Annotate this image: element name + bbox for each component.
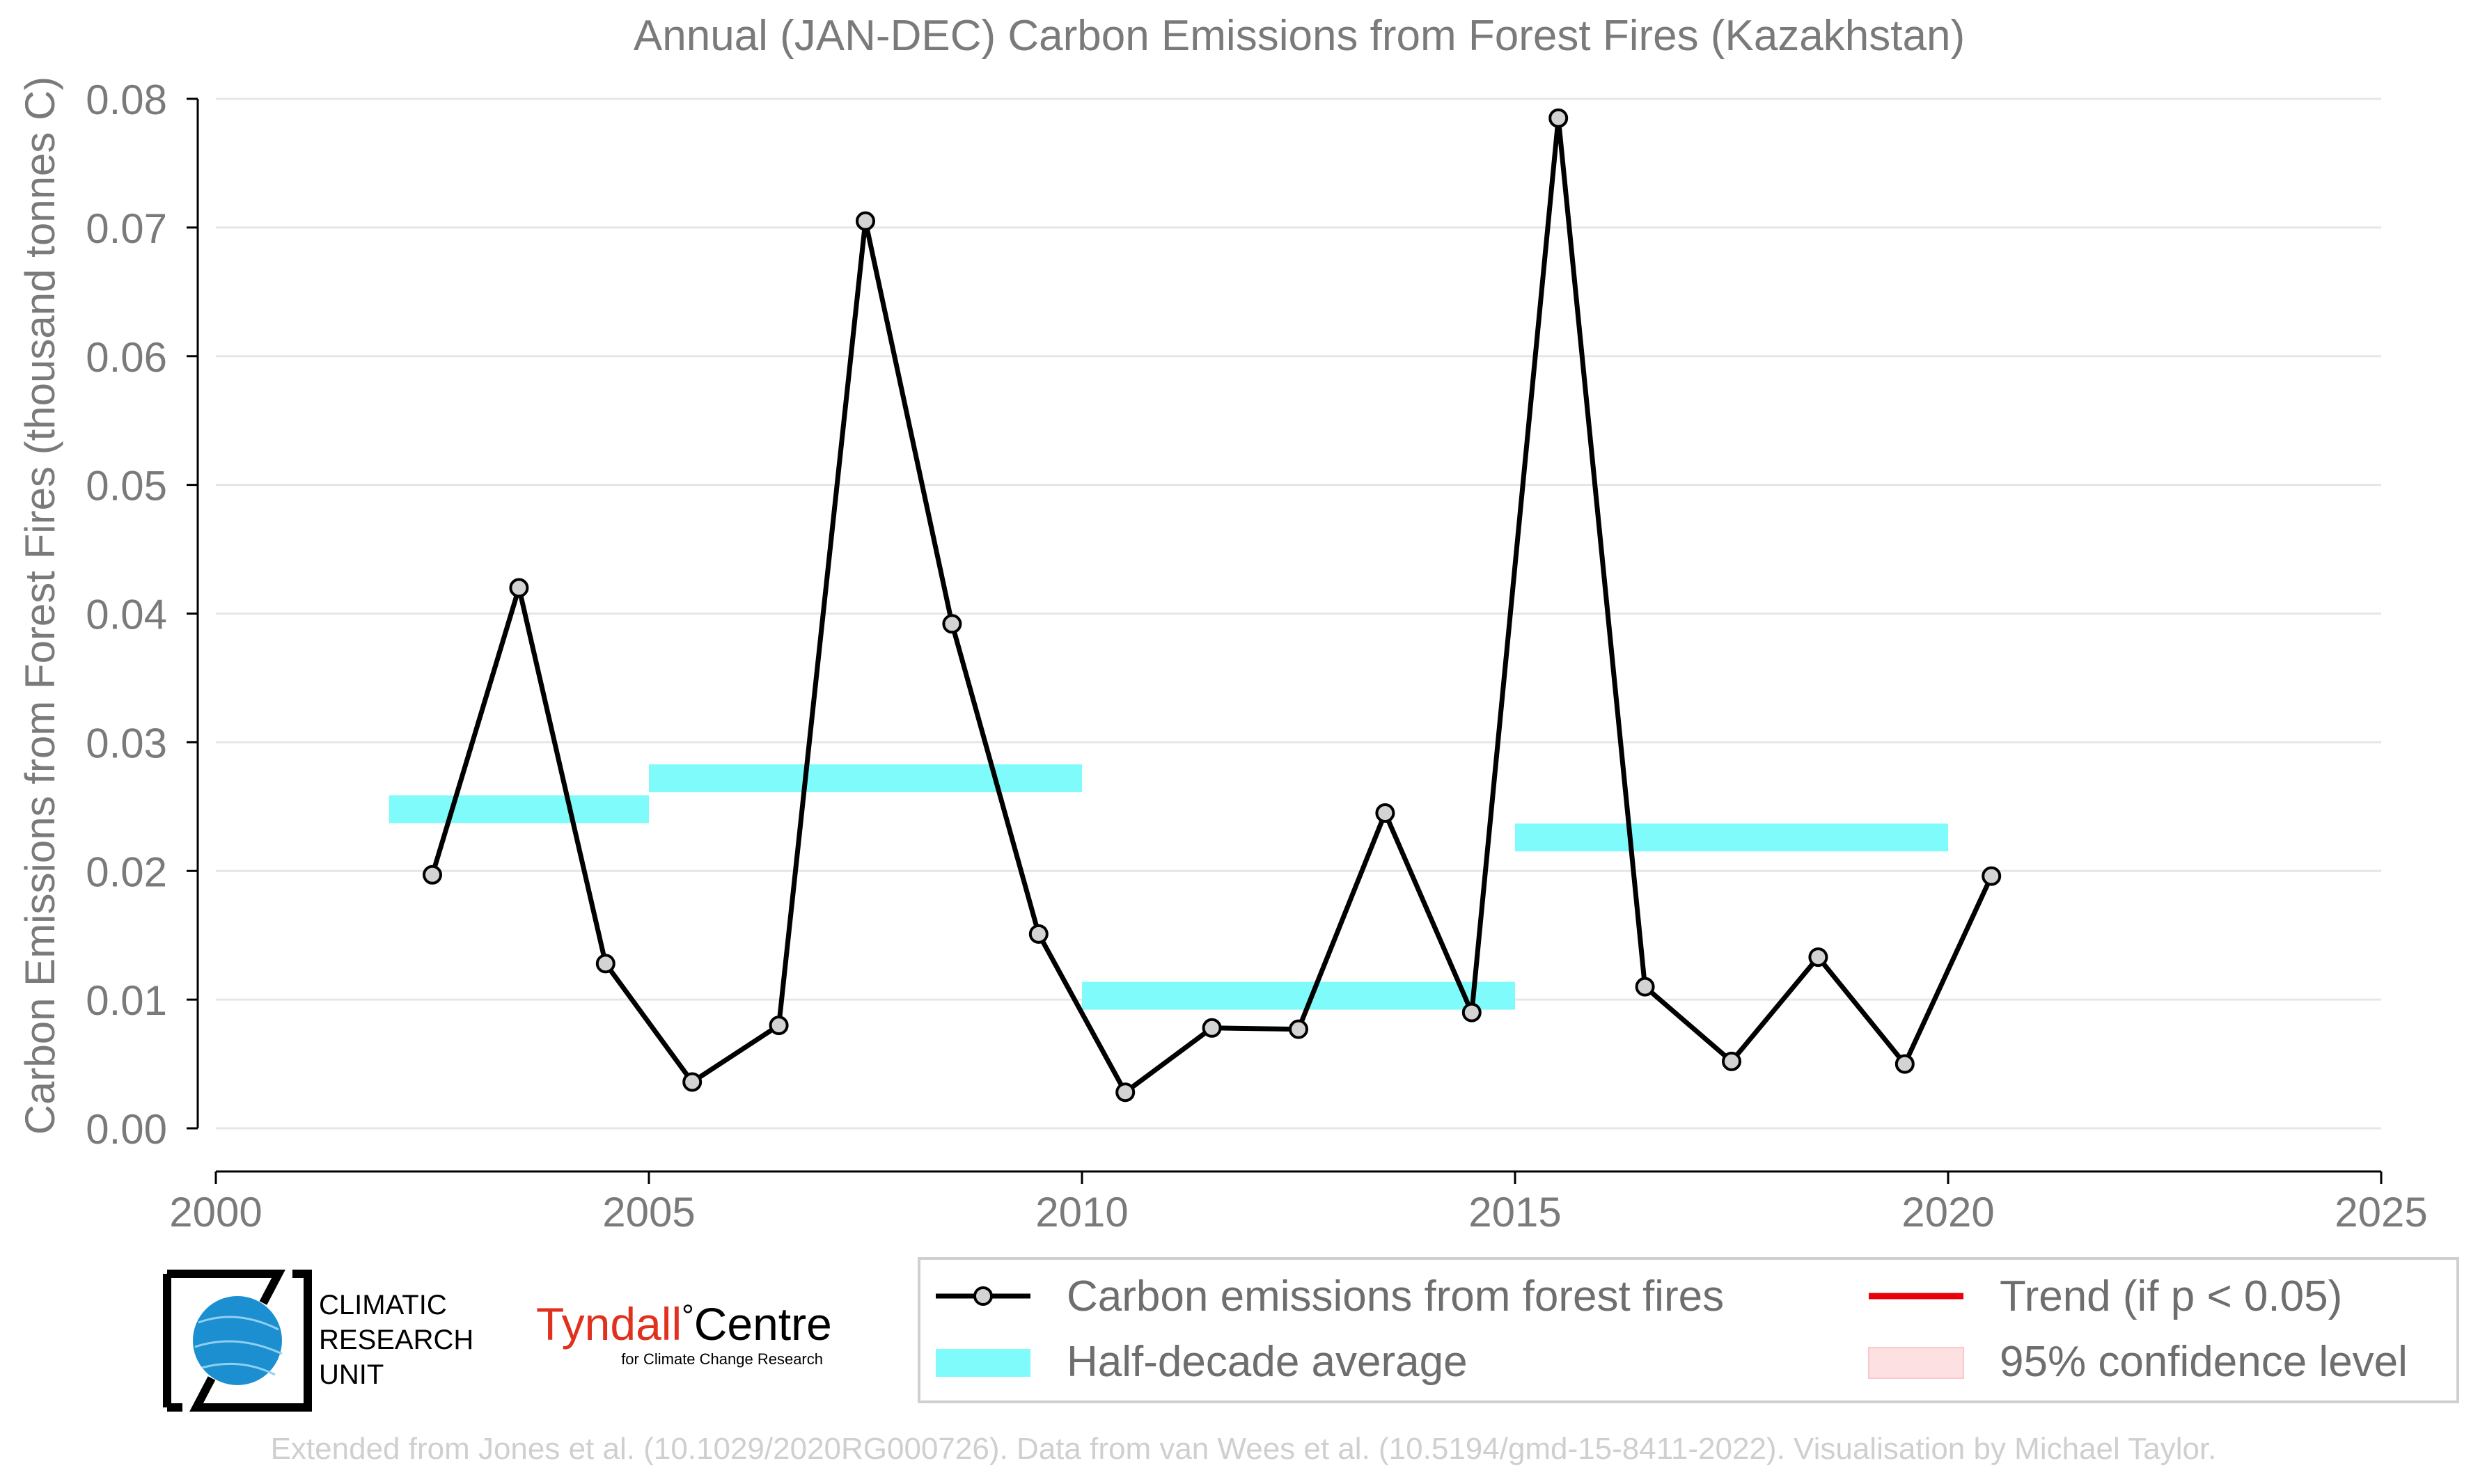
emissions-point bbox=[682, 1072, 703, 1092]
cru-logo-frame bbox=[163, 1270, 312, 1412]
grid-lines bbox=[187, 97, 2381, 1130]
legend-label-emissions: Carbon emissions from forest fires bbox=[1067, 1272, 1724, 1320]
y-tick-label: 0.00 bbox=[86, 1106, 167, 1153]
half-decade-bar bbox=[389, 795, 649, 823]
x-tick-labels: 2000 2005 2010 2015 2020 2025 bbox=[169, 1189, 2427, 1236]
emissions-point bbox=[1202, 1018, 1222, 1038]
emissions-point bbox=[1982, 866, 2002, 886]
axes bbox=[196, 99, 2383, 1184]
emissions-point bbox=[509, 578, 529, 598]
cru-logo-line-2: RESEARCH bbox=[319, 1325, 473, 1355]
half-decade-bar bbox=[1082, 981, 1515, 1010]
emissions-point bbox=[769, 1016, 789, 1036]
x-tick-label: 2015 bbox=[1468, 1189, 1561, 1236]
emissions-point bbox=[1028, 924, 1049, 944]
y-tick-label: 0.04 bbox=[86, 592, 167, 638]
legend-frame bbox=[918, 1257, 2459, 1403]
svg-text:Tyndall°Centre: Tyndall°Centre bbox=[536, 1298, 832, 1350]
y-tick-label: 0.07 bbox=[86, 205, 167, 252]
x-tick-label: 2005 bbox=[602, 1189, 695, 1236]
half-decade-bar bbox=[1515, 823, 1948, 852]
half-decade-bar bbox=[649, 764, 1082, 793]
y-tick-label: 0.03 bbox=[86, 720, 167, 766]
cru-globe-lines bbox=[194, 1316, 283, 1376]
legend-swatch-confidence bbox=[1868, 1347, 1964, 1379]
legend-label-confidence: 95% confidence level bbox=[2000, 1338, 2408, 1386]
emissions-point bbox=[1722, 1051, 1741, 1071]
x-tick-label: 2020 bbox=[1901, 1189, 1994, 1236]
series-line bbox=[430, 116, 1994, 1095]
emissions-point bbox=[1289, 1019, 1308, 1039]
emissions-point bbox=[856, 211, 875, 231]
tyndall-subtitle: for Climate Change Research bbox=[621, 1350, 823, 1368]
legend-label-half-decade: Half-decade average bbox=[1067, 1338, 1468, 1386]
legend: Carbon emissions from forest fires Half-… bbox=[918, 1257, 2459, 1403]
legend-label-trend: Trend (if p < 0.05) bbox=[2000, 1272, 2342, 1320]
emissions-point bbox=[1635, 977, 1655, 997]
x-tick-label: 2010 bbox=[1035, 1189, 1128, 1236]
chart-title: Annual (JAN-DEC) Carbon Emissions from F… bbox=[634, 12, 1965, 60]
x-tick-label: 2025 bbox=[2335, 1189, 2427, 1236]
half-decade-bands bbox=[389, 764, 1948, 1010]
emissions-point bbox=[1375, 803, 1395, 823]
footer-credit: Extended from Jones et al. (10.1029/2020… bbox=[271, 1432, 2217, 1466]
legend-swatch-band bbox=[936, 1349, 1030, 1377]
tyndall-logo: Tyndall°Centre for Climate Change Resear… bbox=[536, 1298, 832, 1368]
tyndall-name: Tyndall bbox=[536, 1298, 682, 1350]
emissions-point bbox=[1548, 108, 1569, 128]
y-tick-labels: 0.00 0.01 0.02 0.03 0.04 0.05 0.06 0.07 0.08 bbox=[86, 77, 167, 1153]
y-tick-label: 0.01 bbox=[86, 977, 167, 1024]
emissions-point bbox=[595, 954, 615, 974]
y-tick-label: 0.06 bbox=[86, 334, 167, 381]
emissions-point bbox=[942, 614, 962, 634]
emissions-point bbox=[1895, 1054, 1915, 1074]
y-tick-label: 0.08 bbox=[86, 77, 167, 123]
emissions-point bbox=[1808, 947, 1828, 968]
series-points bbox=[423, 108, 2002, 1103]
cru-logo: CLIMATIC RESEARCH UNIT bbox=[163, 1270, 473, 1412]
y-tick-label: 0.05 bbox=[86, 463, 167, 510]
emissions-point bbox=[423, 865, 442, 885]
cru-logo-line-3: UNIT bbox=[319, 1359, 384, 1390]
legend-swatch-marker bbox=[973, 1286, 993, 1306]
y-axis-label: Carbon Emissions from Forest Fires (thou… bbox=[17, 77, 63, 1135]
y-tick-label: 0.02 bbox=[86, 848, 167, 895]
x-tick-label: 2000 bbox=[169, 1189, 262, 1236]
tyndall-degree: ° bbox=[682, 1299, 694, 1333]
emissions-line bbox=[430, 116, 1994, 1095]
cru-logo-line-1: CLIMATIC bbox=[319, 1290, 447, 1320]
emissions-point bbox=[1461, 1002, 1482, 1023]
tyndall-centre: Centre bbox=[694, 1298, 832, 1350]
emissions-point bbox=[1115, 1082, 1136, 1103]
